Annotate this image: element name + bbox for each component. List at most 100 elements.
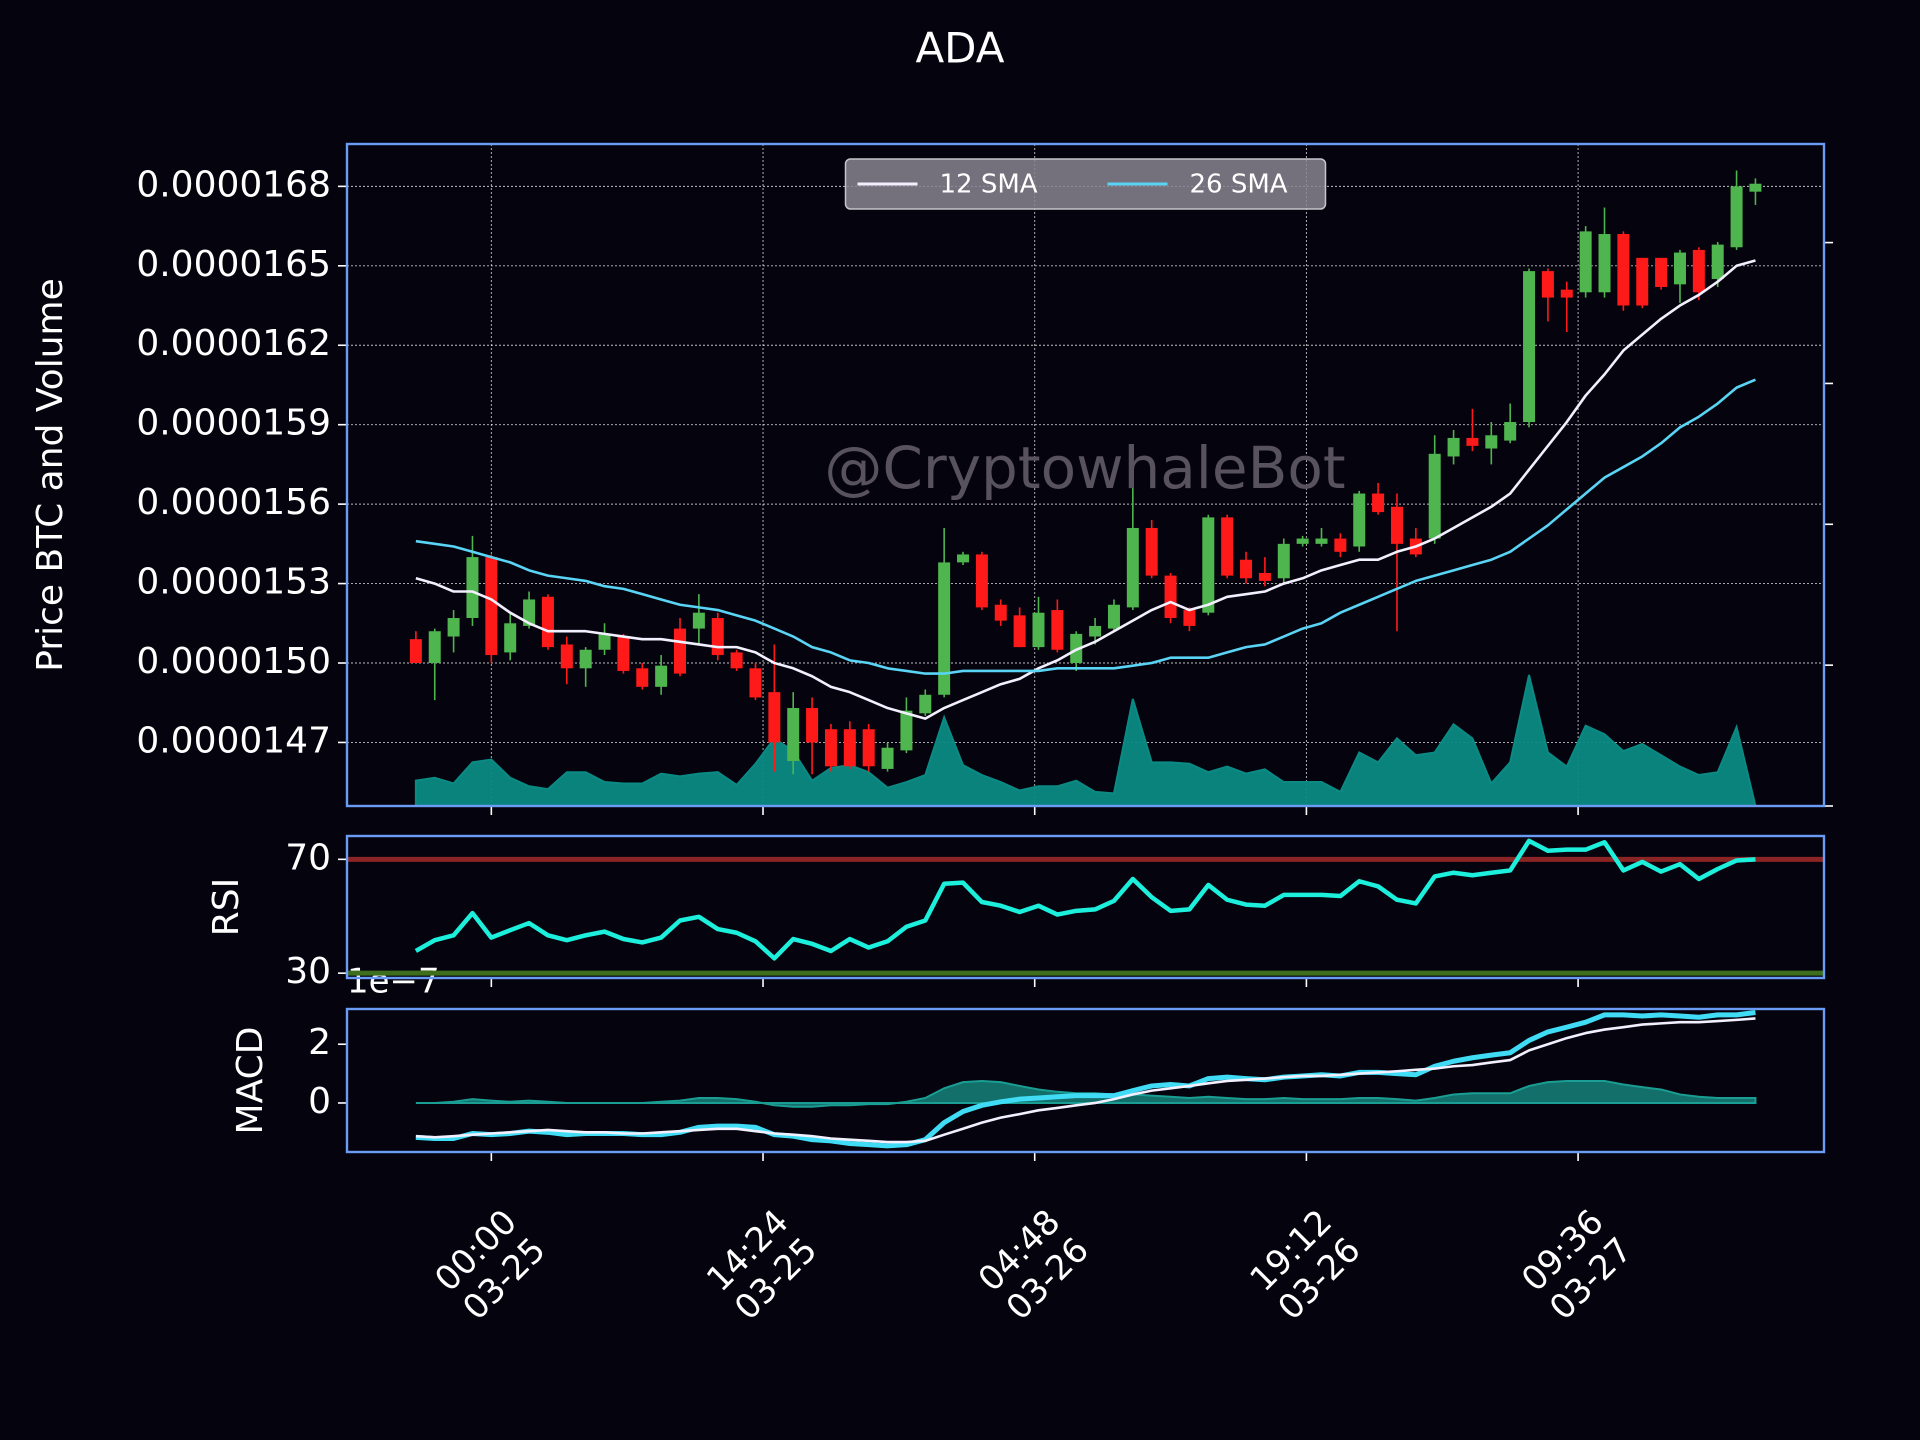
candle-body [541,596,554,648]
y-tick-label: 0.0000162 [136,323,331,364]
y-tick-label: 0.0000153 [136,562,331,603]
candle-body [1598,234,1611,293]
candle-body [1466,437,1479,446]
line [415,259,1756,720]
candle-body [598,633,611,650]
candle-body [1013,615,1026,648]
candle-body [957,554,970,563]
watermark: @CryptowhaleBot [824,434,1345,502]
chart-title: ADA [915,24,1004,73]
candle-body [1240,559,1253,579]
candle-body [749,668,762,698]
candle-body [1258,572,1271,581]
candle-body [1636,257,1649,306]
candle-body [1296,538,1309,544]
candle-body [938,562,951,695]
candle-body [485,557,498,656]
y-tick-label: 0.0000159 [136,403,331,444]
candle-body [1145,527,1158,576]
offset-label: 1e−7 [347,962,440,1002]
candle-body [1749,183,1762,192]
y-axis-label: MACD [230,1027,271,1135]
candle-body [1221,517,1234,576]
candle-body [1579,231,1592,293]
candle-body [1202,517,1215,613]
y-tick-label: 0.0000165 [136,244,331,285]
legend-box [844,158,1327,210]
candle-body [1447,437,1460,457]
candle-body [409,639,422,664]
candle-body [919,694,932,714]
candle-body [1183,610,1196,626]
candle-body [711,617,724,656]
candle-body [1372,493,1385,513]
candle-body [636,668,649,687]
legend-label: 12 SMA [940,170,1038,200]
candle-body [806,708,819,743]
candle-body [1032,612,1045,648]
candle-body [617,636,630,671]
candle-body [1560,289,1573,298]
candle-body [843,729,856,767]
candle-body [1353,493,1366,547]
candle-body [1617,234,1630,306]
candle-body [523,599,536,626]
candle-body [1089,625,1102,637]
candle-body [1428,453,1441,539]
candle-body [1485,435,1498,449]
line [415,378,1756,675]
candle-body [1277,543,1290,579]
candle-body [1730,186,1743,248]
candle-body [1315,538,1328,544]
candle-body [787,708,800,761]
candle-body [579,649,592,669]
candle-body [1504,422,1517,441]
candle-body [824,729,837,767]
line [415,1017,1756,1144]
candle-body [447,617,460,637]
legend-label: 26 SMA [1190,170,1288,200]
candle-body [1107,604,1120,629]
y-tick-label: 30 [285,951,331,992]
axes-frame [345,1007,1826,1154]
candle-body [994,604,1007,621]
candle-body [692,612,705,629]
line [414,838,1756,961]
y-tick-label: 0 [308,1081,331,1122]
candle-body [768,692,781,743]
candle-body [1164,575,1177,618]
y-tick-label: 70 [285,837,331,878]
y-axis-label: RSI [206,878,247,936]
candle-body [1051,610,1064,650]
candle-body [1126,527,1139,608]
candle-body [1334,538,1347,552]
candle-body [504,623,517,653]
candle-body [1673,252,1686,285]
candle-body [1692,249,1705,293]
y-tick-label: 0.0000147 [136,720,331,761]
candle-body [881,747,894,769]
candle-body [560,644,573,669]
y-axis-label: Price BTC and Volume [30,278,71,672]
y-tick-label: 0.0000150 [136,641,331,682]
y-tick-label: 2 [308,1022,331,1063]
candle-body [1523,271,1536,423]
candle-body [466,557,479,618]
y-tick-label: 0.0000168 [136,164,331,205]
y-tick-label: 0.0000156 [136,482,331,523]
candle-body [1390,506,1403,544]
axes-frame [345,834,1826,980]
candle-body [862,729,875,767]
candle-body [1655,257,1668,287]
candle-body [1541,271,1554,298]
area [414,674,1757,807]
axes-frame [345,142,1826,808]
candle-body [1711,244,1724,280]
candle-body [674,628,687,674]
candle-body [655,665,668,687]
candle-body [900,710,913,751]
candle-body [428,631,441,664]
candle-body [730,652,743,669]
